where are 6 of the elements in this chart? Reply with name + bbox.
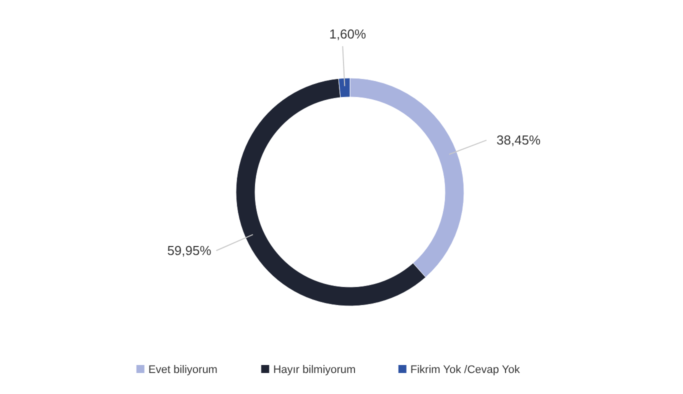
legend-label: Hayır bilmiyorum (273, 364, 356, 376)
data-label: 59,95% (167, 243, 212, 258)
data-label: 1,60% (329, 26, 367, 42)
legend-label: Fikrim Yok /Cevap Yok (410, 364, 520, 376)
legend-label: Evet biliyorum (148, 364, 218, 376)
data-label: 38,45% (496, 132, 542, 148)
